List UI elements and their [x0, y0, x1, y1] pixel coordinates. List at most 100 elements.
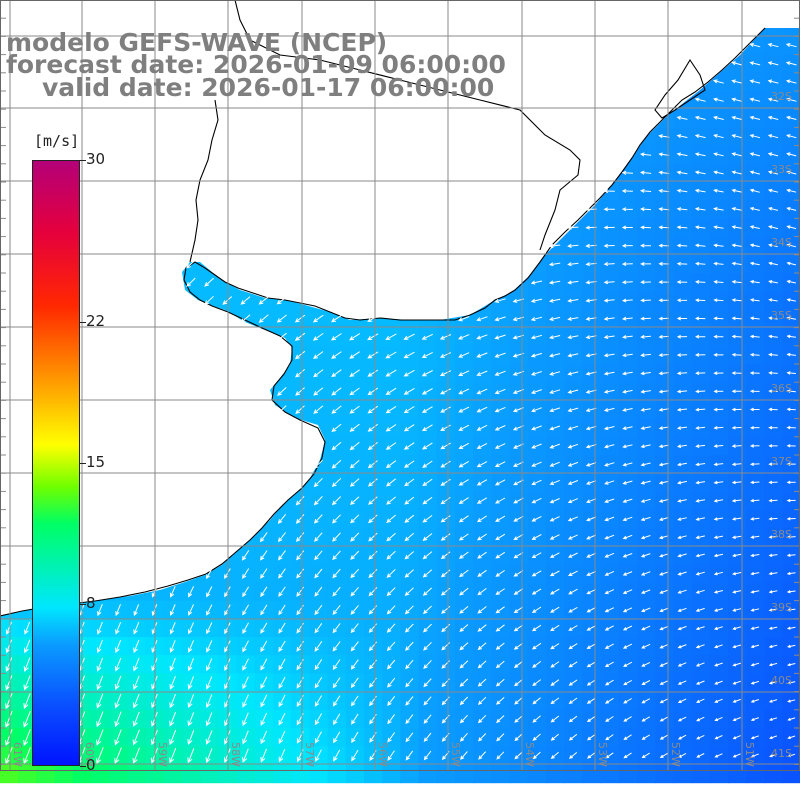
wind-arrow — [622, 408, 633, 412]
wind-arrow — [713, 407, 724, 412]
wind-arrow — [732, 753, 741, 758]
wind-arrow — [260, 568, 268, 579]
wind-arrow — [731, 498, 742, 503]
wind-arrow — [768, 243, 778, 248]
wind-arrow — [404, 460, 415, 468]
uruguay-river — [189, 99, 219, 263]
wind-arrow — [549, 570, 560, 577]
wind-arrow — [549, 425, 561, 431]
wind-speed-cell — [473, 764, 492, 784]
wind-arrow — [676, 188, 688, 193]
wind-arrow — [749, 298, 760, 302]
wind-arrow — [313, 351, 324, 359]
wind-arrow — [367, 387, 379, 396]
wind-arrow — [242, 730, 249, 745]
wind-arrow — [314, 623, 323, 634]
wind-arrow — [695, 517, 706, 521]
wind-arrow — [622, 389, 633, 394]
wind-arrow — [494, 334, 506, 340]
wind-arrow — [495, 697, 505, 705]
wind-arrow — [732, 553, 742, 558]
wind-arrow — [477, 588, 487, 596]
wind-arrow — [658, 298, 670, 303]
wind-arrow — [659, 589, 669, 594]
wind-arrow — [513, 606, 524, 614]
wind-arrow — [676, 115, 688, 120]
wind-arrow — [276, 296, 287, 305]
wind-arrow — [459, 732, 468, 742]
wind-arrow — [476, 334, 488, 340]
wind-arrow — [460, 751, 468, 760]
wind-arrow — [385, 424, 397, 432]
wind-arrow — [567, 534, 578, 540]
wind-arrow — [640, 353, 651, 358]
wind-arrow — [658, 517, 669, 521]
wind-arrow — [568, 625, 578, 631]
wind-arrow — [132, 747, 140, 764]
wind-arrow — [695, 280, 706, 284]
wind-arrow — [368, 568, 378, 579]
wind-arrow — [786, 425, 796, 430]
wind-arrow — [659, 643, 669, 649]
wind-arrow — [767, 43, 779, 48]
wind-arrow — [439, 370, 452, 377]
wind-speed-cell — [637, 764, 656, 784]
wind-arrow — [640, 535, 651, 540]
wind-arrow — [405, 678, 414, 688]
wind-arrow — [278, 748, 286, 763]
wind-arrow — [786, 152, 797, 157]
wind-arrow — [732, 735, 741, 740]
wind-arrow — [586, 570, 597, 576]
wind-arrow — [169, 711, 177, 727]
wind-arrow — [749, 97, 761, 102]
wind-arrow — [96, 693, 104, 709]
wind-arrow — [658, 353, 670, 357]
wind-arrow — [713, 97, 724, 102]
wind-speed-cell — [400, 764, 420, 784]
wind-arrow — [640, 170, 652, 175]
wind-arrow — [768, 261, 778, 266]
wind-arrow — [658, 498, 669, 503]
wind-arrow — [749, 407, 760, 412]
wind-arrow — [568, 752, 578, 759]
wind-arrow — [785, 43, 797, 48]
wind-arrow — [786, 352, 796, 357]
wind-arrow — [458, 424, 470, 431]
wind-arrow — [640, 261, 651, 266]
latitude-label: 37S — [771, 455, 792, 468]
wind-speed-cell — [327, 764, 347, 784]
wind-arrow — [713, 462, 724, 467]
wind-arrow — [787, 681, 796, 685]
wind-speed-cell — [655, 764, 674, 784]
wind-arrow — [386, 478, 397, 487]
wind-speed-cell — [91, 764, 110, 784]
wind-arrow — [567, 461, 579, 467]
wind-arrow — [568, 552, 578, 558]
wind-arrow — [97, 604, 103, 617]
wind-arrow — [114, 747, 122, 765]
wind-arrow — [532, 697, 541, 705]
wind-arrow — [731, 334, 742, 339]
wind-arrow — [676, 316, 688, 321]
wind-arrow — [332, 641, 341, 652]
wind-arrow — [768, 498, 778, 503]
wind-arrow — [567, 262, 579, 267]
wind-arrow — [732, 644, 742, 649]
wind-arrow — [786, 590, 796, 594]
longitude-label: 60W — [83, 742, 96, 767]
wind-arrow — [714, 644, 723, 649]
wind-arrow — [694, 298, 706, 303]
wind-arrow — [314, 695, 323, 707]
wind-arrow — [513, 624, 523, 632]
wind-speed-cell — [218, 764, 238, 784]
wind-arrow — [640, 371, 651, 376]
wind-arrow — [659, 734, 669, 740]
wind-arrow — [713, 188, 724, 193]
wind-arrow — [605, 752, 614, 759]
wind-arrow — [549, 316, 561, 321]
wind-arrow — [603, 316, 615, 321]
wind-arrow — [641, 752, 650, 759]
wind-arrow — [677, 644, 687, 649]
wind-arrow — [495, 569, 505, 577]
wind-arrow — [169, 586, 176, 598]
